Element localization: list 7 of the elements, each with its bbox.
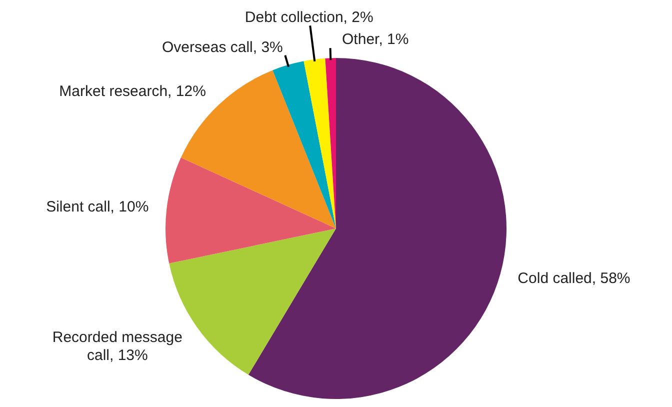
slice-label: Silent call, 10% [46, 198, 149, 216]
slice-label: Overseas call, 3% [162, 38, 283, 56]
slice-label: Cold called, 58% [518, 270, 630, 287]
slice-label: Other, 1% [342, 31, 409, 48]
slice-label: Debt collection, 2% [244, 8, 374, 26]
slice-label: Recorded message call, 13% [52, 328, 182, 364]
slice-label: Market research, 12% [59, 83, 206, 100]
